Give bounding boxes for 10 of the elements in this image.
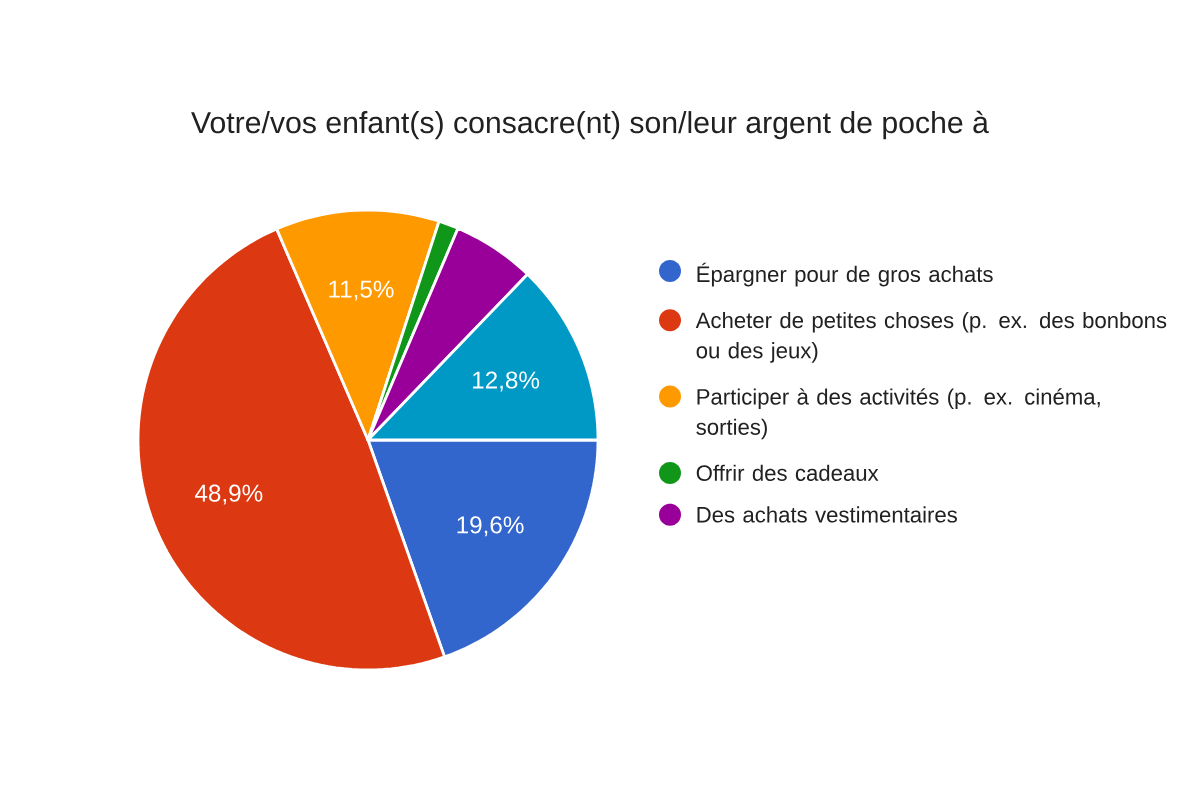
- legend-label: Acheter de petites choses (p. ex. des bonbons ou des jeux): [695, 311, 1167, 363]
- legend-label: Participer à des activités (p. ex. cinéma, sorties): [696, 388, 1100, 440]
- data-label: 11,5%: [329, 280, 394, 301]
- data-label: 19,6%: [457, 516, 524, 537]
- data-label: 48,9%: [195, 484, 263, 505]
- legend-label: Épargner pour de gros achats: [697, 262, 993, 287]
- legend-label: Offrir des cadeaux: [696, 464, 879, 481]
- data-label: 12,8%: [473, 371, 540, 392]
- chart-title: Votre/vos enfant(s) consacre(nt) son/leur argent de poche à: [191, 110, 989, 140]
- legend-label: Des achats vestimentaires: [697, 506, 957, 523]
